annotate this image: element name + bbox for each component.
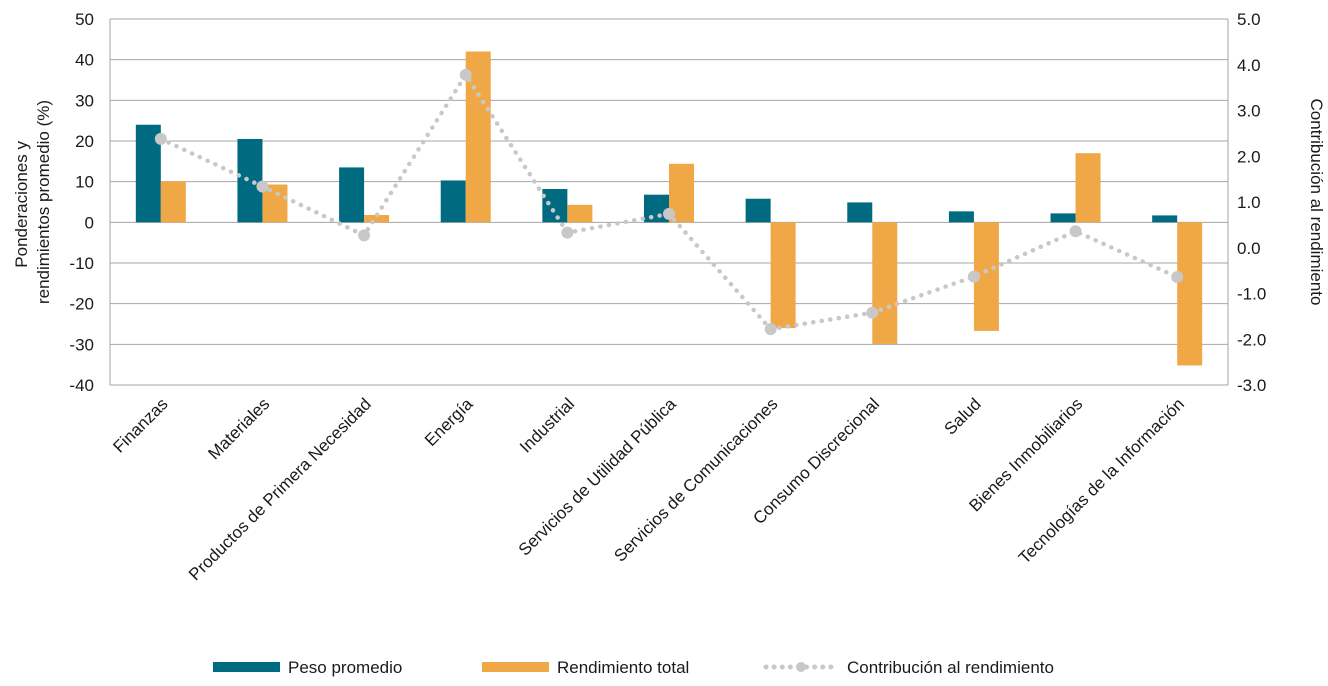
bar-peso-promedio [745,198,771,223]
right-tick-label: 2.0 [1237,147,1261,166]
legend-marker-contribucion [796,662,806,672]
right-axis-title: Contribución al rendimiento [1307,99,1326,306]
right-tick-label: 0.0 [1237,239,1261,258]
left-tick-label: 40 [75,51,94,70]
contribution-point [154,132,167,145]
right-tick-label: -3.0 [1237,376,1266,395]
category-label: Energía [421,394,477,450]
bar-peso-promedio [542,188,568,223]
contribution-point [256,180,269,193]
bar-peso-promedio [948,211,974,223]
right-tick-label: -1.0 [1237,285,1266,304]
bar-rendimiento-total [364,215,390,223]
left-tick-label: -20 [69,295,94,314]
bar-rendimiento-total [1177,222,1203,366]
category-label: Industrial [516,394,578,456]
category-label: Bienes Inmobiliarios [965,394,1086,515]
right-tick-label: -2.0 [1237,330,1266,349]
bar-peso-promedio [1050,213,1076,223]
contribution-point [967,270,980,283]
bar-rendimiento-total [160,181,186,223]
left-axis-title-line-2: rendimientos promedio (%) [34,100,53,304]
left-tick-label: 20 [75,132,94,151]
contribution-point [358,229,371,242]
category-label: Salud [941,394,985,438]
bar-rendimiento-total [567,204,593,223]
bar-rendimiento-total [770,222,796,329]
bar-peso-promedio [847,202,873,223]
contribution-point [764,323,777,336]
left-tick-label: -40 [69,376,94,395]
contribution-point [1171,271,1184,284]
bar-peso-promedio [440,180,466,223]
contribution-line [154,68,1184,336]
category-label: Finanzas [109,394,171,456]
right-tick-label: 4.0 [1237,56,1261,75]
left-axis-title-line-1: Ponderaciones y [12,141,31,268]
category-label: Materiales [204,394,273,463]
contribution-point [866,306,879,319]
left-tick-label: -10 [69,254,94,273]
category-label: Servicios de Comunicaciones [610,394,781,565]
contribution-point [1069,225,1082,238]
bar-peso-promedio [339,167,365,223]
bar-rendimiento-total [872,222,898,344]
legend-swatch-rendimiento [482,662,549,672]
contribution-point [561,226,574,239]
legend-swatch-peso [213,662,280,672]
category-label: Tecnologías de la Información [1015,394,1188,567]
legend-label-rendimiento: Rendimiento total [557,658,689,677]
category-label: Productos de Primera Necesidad [185,394,375,584]
left-tick-label: 50 [75,10,94,29]
left-axis-ticks: 50 40 30 20 10 0 -10 -20 -30 -40 [69,10,94,395]
bar-peso-promedio [1152,215,1178,223]
right-tick-label: 3.0 [1237,102,1261,121]
left-tick-label: 30 [75,91,94,110]
contribution-point [459,68,472,81]
legend-label-peso: Peso promedio [288,658,402,677]
left-tick-label: -30 [69,335,94,354]
right-tick-label: 5.0 [1237,10,1261,29]
left-tick-label: 10 [75,173,94,192]
legend: Peso promedio Rendimiento total Contribu… [213,658,1054,677]
left-axis-title: Ponderaciones y rendimientos promedio (%… [12,100,53,304]
contribution-point [663,207,675,220]
right-axis-ticks: 5.0 4.0 3.0 2.0 1.0 0.0 -1.0 -2.0 -3.0 [1237,10,1266,395]
right-tick-label: 1.0 [1237,193,1261,212]
legend-label-contribucion: Contribución al rendimiento [847,658,1054,677]
bar-peso-promedio [237,138,263,223]
bar-rendimiento-total [262,184,288,223]
left-tick-label: 0 [85,213,94,232]
bar-rendimiento-total [1075,153,1101,223]
